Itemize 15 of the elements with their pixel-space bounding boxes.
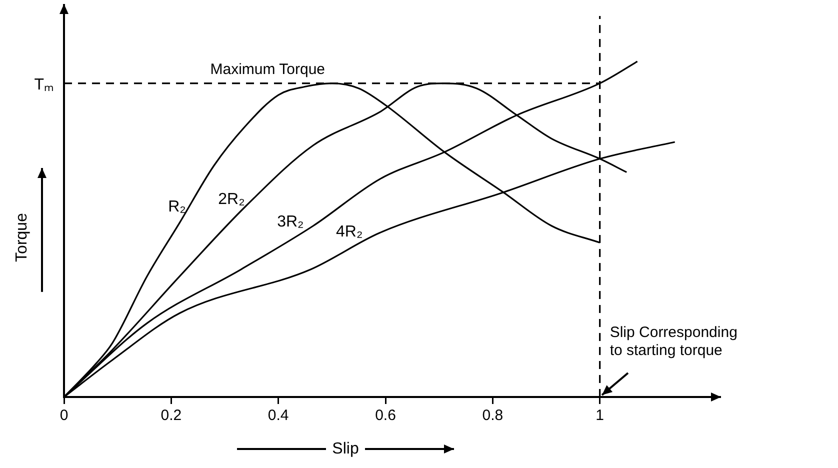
annotation: Maximum Torque	[210, 60, 325, 78]
x-axis-title: Slip	[332, 440, 359, 458]
x-tick-label: 0.6	[375, 407, 396, 424]
series-label: 3R₂	[277, 213, 304, 230]
x-tick-label: 1	[596, 407, 604, 424]
x-tick-label: 0.8	[482, 407, 504, 424]
series-label: 4R₂	[336, 223, 363, 240]
annotation: Slip Corresponding to starting torque	[610, 324, 738, 359]
y-axis-title: Torque	[13, 212, 30, 262]
ref-line-label: Tₘ	[34, 76, 54, 94]
x-tick-label: 0	[60, 407, 68, 424]
series-label: R₂	[168, 198, 186, 216]
x-tick-label: 0.4	[268, 407, 289, 424]
x-tick-label: 0.2	[160, 407, 182, 424]
series-label: 2R₂	[218, 190, 245, 208]
